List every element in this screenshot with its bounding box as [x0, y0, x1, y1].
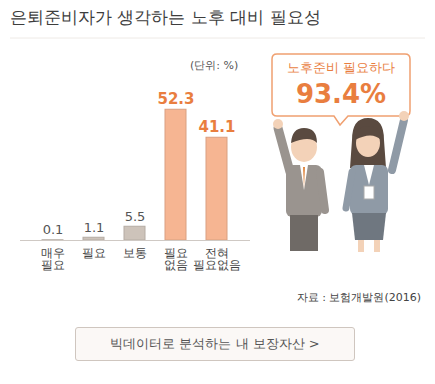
- html-text:빅데이터로 분석하는 내 보장자산 >: 빅데이터로 분석하는 내 보장자산 >: [110, 336, 320, 351]
- svg-text:필요없음: 필요없음: [164, 246, 188, 272]
- html-text:자료 : 보험개발원(2016): 자료 : 보험개발원(2016): [296, 291, 421, 304]
- svg-text:1.1: 1.1: [84, 220, 105, 235]
- svg-text:52.3: 52.3: [157, 90, 194, 108]
- html-text:은퇴준비자가 생각하는 노후 대비 필요성: 은퇴준비자가 생각하는 노후 대비 필요성: [10, 7, 321, 27]
- html-text:(단위: %): (단위: %): [190, 59, 239, 72]
- html-text:노후준비 필요하다: 노후준비 필요하다: [287, 60, 395, 75]
- svg-text:전혀필요없음: 전혀필요없음: [193, 246, 241, 272]
- svg-text:필요: 필요: [82, 246, 106, 260]
- svg-text:0.1: 0.1: [43, 222, 64, 237]
- html-text:93.4%: 93.4%: [295, 79, 387, 109]
- svg-text:41.1: 41.1: [198, 118, 235, 136]
- svg-text:보통: 보통: [123, 246, 147, 260]
- svg-text:5.5: 5.5: [125, 209, 146, 224]
- svg-text:매우필요: 매우필요: [41, 246, 65, 272]
